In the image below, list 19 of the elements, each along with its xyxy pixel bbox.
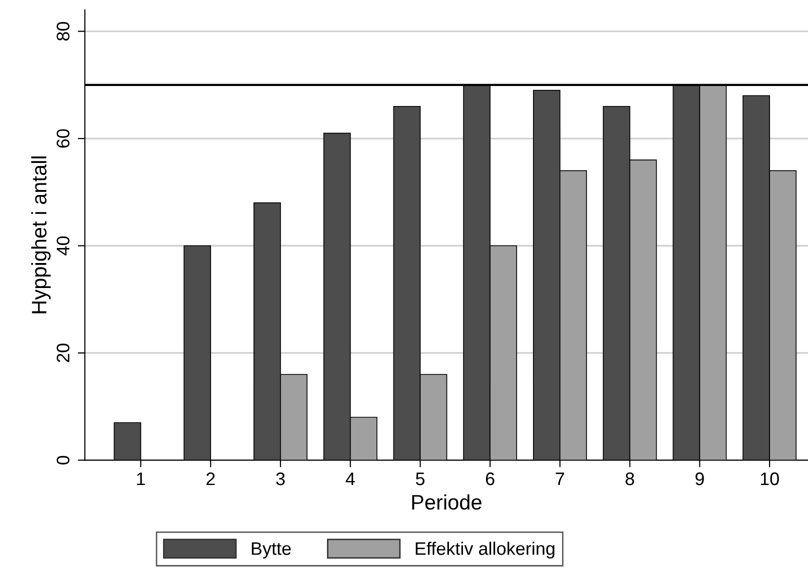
y-tick-label: 80: [56, 22, 70, 41]
x-tick-label: 6: [486, 472, 494, 486]
y-tick-label: 20: [56, 344, 70, 362]
legend-label: Bytte: [252, 542, 291, 559]
y-axis-title: Hyppighet i antall: [31, 156, 51, 314]
x-tick-label: 8: [626, 472, 634, 486]
y-tick-label: 0: [56, 456, 70, 464]
x-tick-label: 9: [696, 472, 704, 486]
x-tick-label: 2: [206, 472, 215, 486]
x-tick-label: 10: [760, 472, 779, 486]
x-tick-label: 3: [276, 472, 285, 486]
x-tick-label: 4: [346, 472, 355, 486]
x-axis-title: Periode: [412, 494, 482, 510]
y-tick-label: 40: [56, 236, 70, 256]
x-tick-label: 1: [137, 472, 145, 486]
x-tick-label: 7: [556, 472, 564, 486]
y-tick-label: 60: [56, 129, 70, 148]
x-tick-label: 5: [416, 472, 424, 486]
legend-label: Effektiv allokering: [416, 542, 554, 559]
